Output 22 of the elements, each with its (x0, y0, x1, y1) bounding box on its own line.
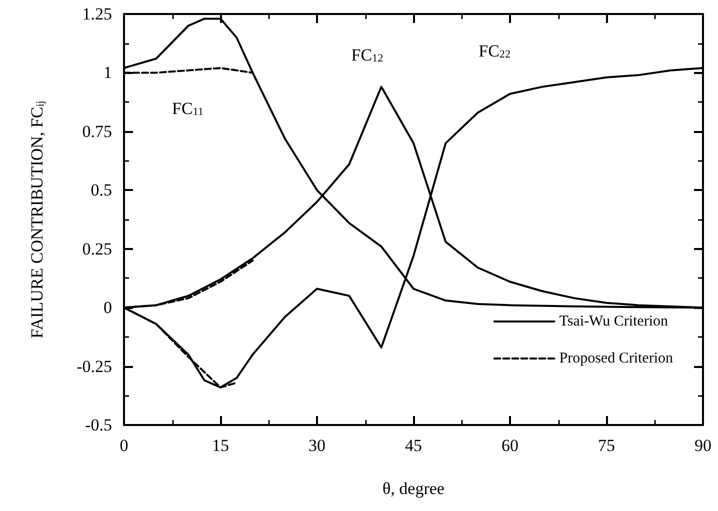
y-tick-label: 1.25 (82, 4, 112, 24)
y-tick-label: 0 (104, 298, 112, 318)
y-tick-label: -0.5 (85, 416, 112, 434)
annotation: FC12 (351, 46, 384, 65)
y-axis-title: FAILURE CONTRIBUTION, FCij (28, 100, 47, 338)
y-tick-label: 0.5 (90, 180, 112, 200)
x-axis-title: θ, degree (382, 479, 444, 498)
legend-label: Proposed Criterion (559, 350, 674, 366)
x-tick-label: 0 (120, 436, 128, 455)
y-tick-label: 0.75 (82, 122, 112, 141)
y-tick-label: -0.25 (76, 356, 112, 376)
x-tick-label: 90 (694, 436, 712, 455)
legend-label: Tsai-Wu Criterion (559, 314, 668, 330)
annotation: FC11 (172, 99, 204, 118)
annotation: FC22 (478, 41, 510, 60)
x-tick-label: 30 (308, 436, 326, 455)
x-tick-label: 60 (502, 436, 518, 455)
x-tick-label: 45 (405, 436, 422, 455)
x-tick-label: 15 (212, 436, 229, 455)
y-tick-label: 0.25 (82, 239, 112, 258)
y-tick-label: 1 (104, 63, 112, 82)
x-tick-label: 75 (598, 436, 615, 455)
